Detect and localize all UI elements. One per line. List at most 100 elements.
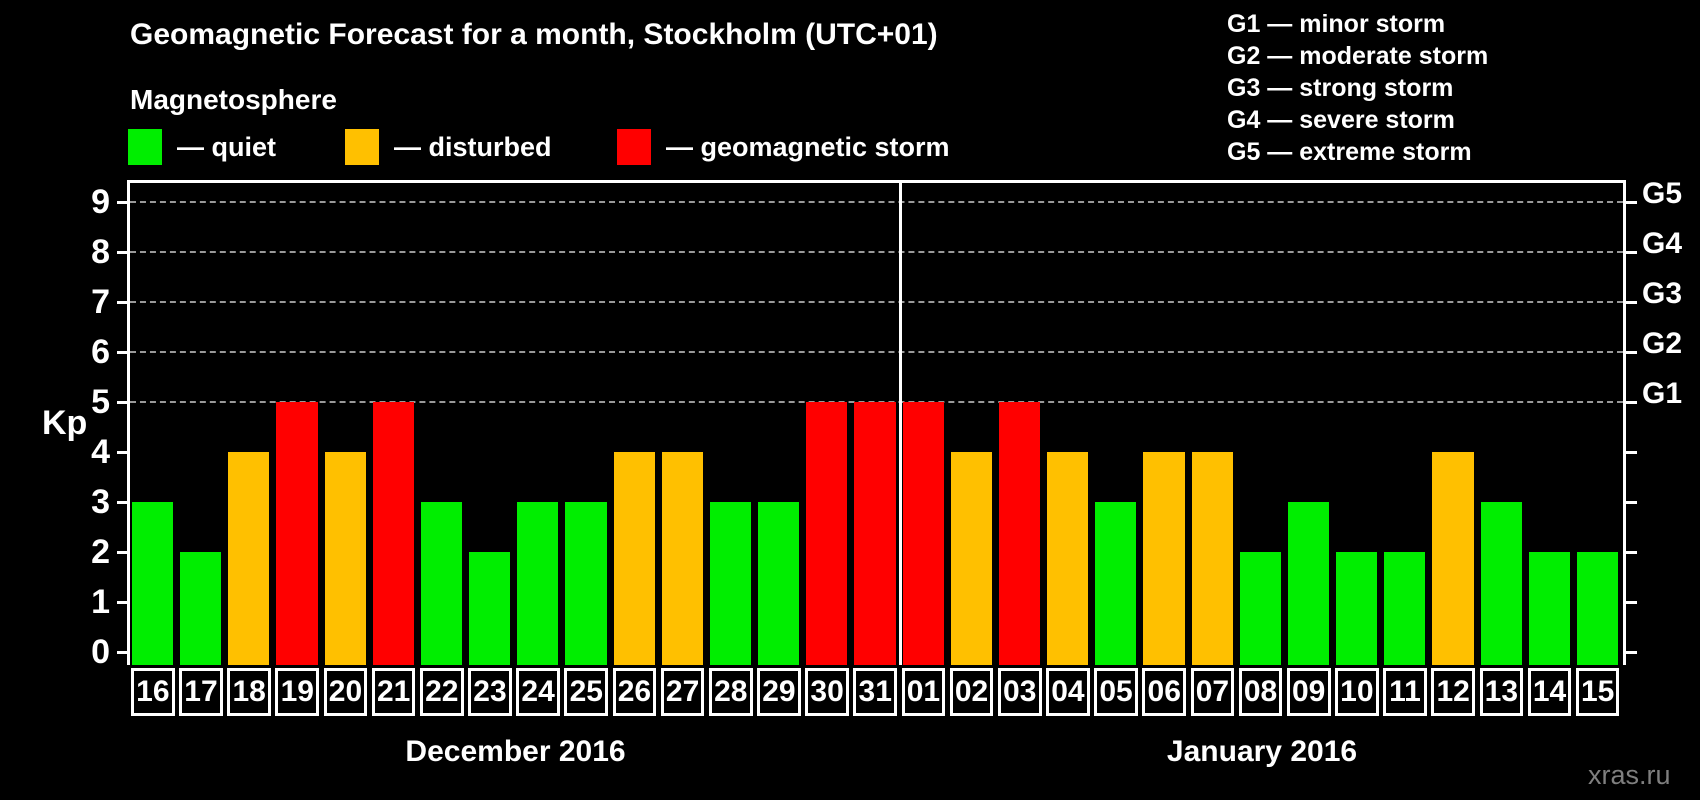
- kp-tick-right-2: [1624, 551, 1637, 554]
- watermark: xras.ru: [1588, 760, 1671, 790]
- kp-tick-left-5: [117, 401, 130, 404]
- kp-axis-label-1: 1: [91, 583, 110, 621]
- kp-axis-label-9: 9: [91, 183, 110, 221]
- day-box-06: 06: [1142, 668, 1187, 716]
- bar-day-28: [709, 502, 752, 665]
- bar-day-29: [758, 502, 800, 665]
- day-box-10: 10: [1335, 668, 1379, 716]
- kp-axis-label-7: 7: [91, 283, 110, 321]
- day-box-26: 26: [612, 668, 657, 716]
- day-box-20: 20: [323, 668, 368, 716]
- bar-day-04: [1047, 452, 1089, 665]
- kp-tick-left-9: [117, 201, 130, 204]
- kp-tick-left-6: [117, 351, 130, 354]
- day-box-25: 25: [564, 668, 609, 716]
- kp-tick-left-7: [117, 301, 130, 304]
- day-box-07: 07: [1190, 668, 1235, 716]
- g2-legend-line: G2 — moderate storm: [1227, 42, 1489, 70]
- g3-legend-line: G3 — strong storm: [1227, 74, 1454, 102]
- kp-tick-right-4: [1624, 451, 1637, 454]
- legend-item-quiet: — quiet: [128, 128, 276, 166]
- month-divider: [899, 183, 903, 665]
- day-box-19: 19: [275, 668, 320, 716]
- day-box-21: 21: [371, 668, 416, 716]
- gridline-kp8: [130, 251, 1623, 253]
- day-box-31: 31: [853, 668, 898, 716]
- bar-day-01: [902, 402, 944, 665]
- bar-day-07: [1191, 452, 1233, 665]
- legend-item-storm: — geomagnetic storm: [617, 128, 950, 166]
- bar-day-02: [950, 452, 992, 665]
- gridline-kp9: [130, 201, 1623, 203]
- g4-legend-line: G4 — severe storm: [1227, 106, 1455, 134]
- bar-day-11: [1384, 552, 1426, 665]
- quiet-label: — quiet: [177, 131, 276, 162]
- kp-tick-right-0: [1624, 651, 1637, 654]
- kp-tick-right-3: [1624, 501, 1637, 504]
- bar-day-23: [469, 552, 511, 665]
- day-box-04: 04: [1046, 668, 1090, 716]
- day-box-03: 03: [997, 668, 1042, 716]
- storm-label: — geomagnetic storm: [666, 131, 950, 162]
- day-box-23: 23: [468, 668, 512, 716]
- bar-day-20: [324, 452, 366, 665]
- kp-axis-label-2: 2: [91, 533, 110, 571]
- month-label-january: January 2016: [1166, 735, 1358, 768]
- day-box-13: 13: [1479, 668, 1524, 716]
- kp-tick-right-5: [1624, 401, 1637, 404]
- kp-tick-left-3: [117, 501, 130, 504]
- bar-day-19: [276, 402, 318, 665]
- storm-swatch: [617, 129, 651, 165]
- bar-day-17: [180, 552, 222, 665]
- day-box-02: 02: [949, 668, 994, 716]
- bar-day-06: [1143, 452, 1185, 665]
- bar-day-31: [854, 402, 896, 665]
- kp-tick-left-8: [117, 251, 130, 254]
- day-box-05: 05: [1094, 668, 1138, 716]
- day-box-14: 14: [1527, 668, 1572, 716]
- kp-axis-label-3: 3: [91, 483, 110, 521]
- day-box-11: 11: [1383, 668, 1427, 716]
- day-box-12: 12: [1431, 668, 1475, 716]
- day-box-28: 28: [708, 668, 753, 716]
- kp-tick-right-8: [1624, 251, 1637, 254]
- kp-tick-left-2: [117, 551, 130, 554]
- g-axis-label-g5: G5: [1642, 177, 1683, 210]
- day-box-17: 17: [179, 668, 223, 716]
- day-box-15: 15: [1575, 668, 1620, 716]
- day-box-24: 24: [516, 668, 560, 716]
- bar-day-15: [1576, 552, 1618, 665]
- bar-day-18: [228, 452, 270, 665]
- disturbed-label: — disturbed: [394, 131, 552, 162]
- day-box-09: 09: [1286, 668, 1331, 716]
- bar-day-05: [1095, 502, 1137, 665]
- month-label-december: December 2016: [405, 735, 626, 768]
- kp-tick-right-7: [1624, 301, 1637, 304]
- g1-legend-line: G1 — minor storm: [1227, 10, 1446, 38]
- g-axis-label-g4: G4: [1642, 227, 1683, 260]
- g5-legend-line: G5 — extreme storm: [1227, 138, 1472, 166]
- kp-tick-left-1: [117, 601, 130, 604]
- disturbed-swatch: [345, 129, 379, 165]
- kp-axis-label-6: 6: [91, 333, 110, 371]
- bar-day-30: [806, 402, 848, 665]
- quiet-swatch: [128, 129, 162, 165]
- y-axis-title: Kp: [42, 404, 88, 442]
- kp-axis-label-8: 8: [91, 233, 110, 271]
- day-box-16: 16: [131, 668, 175, 716]
- bar-day-22: [420, 502, 463, 665]
- g-scale-legend: G1 — minor storm G2 — moderate storm G3 …: [1227, 8, 1488, 168]
- g-axis-label-g3: G3: [1642, 277, 1683, 310]
- bar-day-09: [1287, 502, 1330, 665]
- bar-day-21: [372, 402, 414, 665]
- g-axis-label-g1: G1: [1642, 377, 1683, 410]
- g-axis-label-g2: G2: [1642, 327, 1683, 360]
- kp-tick-left-4: [117, 451, 130, 454]
- bar-day-12: [1432, 452, 1474, 665]
- legend-item-disturbed: — disturbed: [345, 128, 552, 166]
- bar-day-03: [998, 402, 1041, 665]
- chart-title: Geomagnetic Forecast for a month, Stockh…: [130, 18, 938, 51]
- bar-day-13: [1480, 502, 1522, 665]
- day-box-30: 30: [805, 668, 849, 716]
